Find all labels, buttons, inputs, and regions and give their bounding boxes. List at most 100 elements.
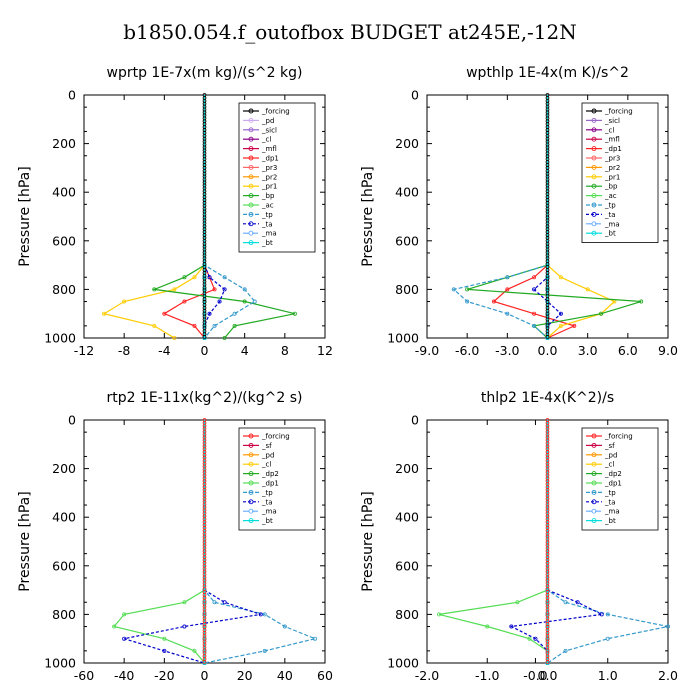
data-point bbox=[122, 612, 127, 617]
legend-label: _tp bbox=[604, 489, 616, 497]
x-tick-label: 0 bbox=[201, 668, 209, 683]
legend: _forcing_sicl_cl_mfl_dp1_pr3_pr2_pr1_bp_… bbox=[581, 102, 659, 244]
data-point bbox=[532, 275, 537, 280]
data-point bbox=[212, 323, 217, 328]
y-tick-label: 200 bbox=[395, 461, 419, 476]
legend-label: _pr2 bbox=[261, 173, 277, 181]
data-point bbox=[563, 648, 568, 653]
legend-marker bbox=[591, 518, 597, 524]
legend-marker bbox=[248, 508, 254, 514]
data-point bbox=[505, 275, 510, 280]
legend-label: _ma bbox=[261, 230, 277, 238]
legend-label: _cl bbox=[604, 126, 614, 134]
x-tick-label: -60 bbox=[74, 668, 94, 683]
legend-marker bbox=[248, 442, 254, 448]
legend-label: _sf bbox=[604, 442, 615, 450]
y-tick-label: 200 bbox=[395, 136, 419, 151]
legend-marker bbox=[591, 442, 597, 448]
data-point bbox=[202, 661, 207, 666]
legend: _forcing_pd_sicl_cl_mfl_dp1_pr3_pr2_pr1_… bbox=[238, 102, 316, 253]
data-point bbox=[202, 263, 207, 268]
y-tick-label: 200 bbox=[52, 461, 76, 476]
x-tick-label: 8 bbox=[281, 343, 289, 358]
y-tick-label: 600 bbox=[395, 558, 419, 573]
legend-marker bbox=[591, 127, 597, 133]
y-tick-label: 600 bbox=[52, 233, 76, 248]
data-point bbox=[545, 612, 550, 617]
data-point bbox=[558, 275, 563, 280]
legend-marker bbox=[248, 202, 254, 208]
legend-label: _bp bbox=[261, 192, 275, 200]
legend-label: _pd bbox=[261, 451, 274, 459]
legend-marker bbox=[591, 174, 597, 180]
data-point bbox=[232, 323, 237, 328]
legend-label: _bt bbox=[604, 230, 616, 238]
legend-marker bbox=[591, 480, 597, 486]
data-point bbox=[545, 661, 550, 666]
data-point bbox=[527, 636, 532, 641]
panel-title: wprtp 1E-7x(m kg)/(s^2 kg) bbox=[107, 65, 303, 81]
legend-label: _pr1 bbox=[261, 183, 277, 191]
data-point bbox=[112, 624, 117, 629]
legend-marker bbox=[591, 136, 597, 142]
series-line-dp1 bbox=[113, 420, 206, 664]
y-tick-label: 0 bbox=[411, 413, 419, 428]
legend-label: _forcing bbox=[604, 108, 633, 116]
data-point bbox=[545, 287, 550, 292]
legend-label: _ma bbox=[604, 220, 620, 228]
panel-2: wpthlp 1E-4x(m K)/s^2 Pressure [hPa] 0 200 4… bbox=[360, 65, 678, 358]
data-point bbox=[437, 612, 442, 617]
data-point bbox=[558, 323, 563, 328]
data-point bbox=[162, 648, 167, 653]
zero-profile-marker bbox=[202, 660, 207, 664]
legend-marker bbox=[248, 108, 254, 114]
data-point bbox=[182, 600, 187, 605]
y-tick-label: 400 bbox=[395, 510, 419, 525]
legend-label: _pr3 bbox=[261, 164, 277, 172]
legend-marker bbox=[248, 136, 254, 142]
data-point bbox=[202, 275, 207, 280]
y-tick-label: 1000 bbox=[44, 656, 76, 671]
x-tick-label: -2.0 bbox=[415, 668, 439, 683]
x-tick-label: -3.0 bbox=[495, 343, 519, 358]
data-point bbox=[572, 323, 577, 328]
legend-marker bbox=[248, 471, 254, 477]
legend-marker bbox=[591, 499, 597, 505]
x-tick-label: -4 bbox=[158, 343, 171, 358]
legend-marker bbox=[248, 146, 254, 152]
legend-marker bbox=[591, 183, 597, 189]
legend-label: _dp1 bbox=[261, 480, 279, 488]
series-line-pr1 bbox=[546, 95, 616, 339]
legend-label: _pr2 bbox=[604, 164, 620, 172]
x-tick-label: -8 bbox=[118, 343, 131, 358]
legend-label: _sf bbox=[261, 442, 272, 450]
y-tick-label: 0 bbox=[411, 88, 419, 103]
zero-profile-marker bbox=[545, 335, 550, 339]
legend-label: _ta bbox=[261, 498, 273, 506]
series-line-ta bbox=[509, 420, 604, 663]
legend-marker bbox=[248, 452, 254, 458]
data-point bbox=[262, 648, 267, 653]
legend-label: _forcing bbox=[604, 433, 633, 441]
legend-marker bbox=[248, 193, 254, 199]
data-point bbox=[292, 311, 297, 316]
figure-title: b1850.054.f_outofbox BUDGET at245E,-12N bbox=[123, 20, 577, 44]
series-line-bp bbox=[151, 95, 296, 339]
series-line-tp bbox=[546, 420, 669, 664]
x-tick-label: 0.0 bbox=[538, 668, 558, 683]
series-line-tp bbox=[452, 95, 549, 339]
legend-label: _bt bbox=[604, 517, 616, 525]
data-point bbox=[312, 636, 317, 641]
legend-label: _ac bbox=[261, 202, 274, 210]
y-tick-label: 800 bbox=[395, 282, 419, 297]
legend-marker bbox=[591, 471, 597, 477]
series-line-dp1 bbox=[492, 95, 577, 339]
data-point bbox=[102, 311, 107, 316]
x-tick-label: 1.0 bbox=[598, 668, 618, 683]
legend-label: _cl bbox=[261, 461, 271, 469]
y-axis-label: Pressure [hPa] bbox=[360, 166, 376, 266]
y-tick-label: 400 bbox=[395, 185, 419, 200]
data-point bbox=[207, 311, 212, 316]
legend-marker bbox=[248, 499, 254, 505]
data-point bbox=[258, 612, 263, 617]
